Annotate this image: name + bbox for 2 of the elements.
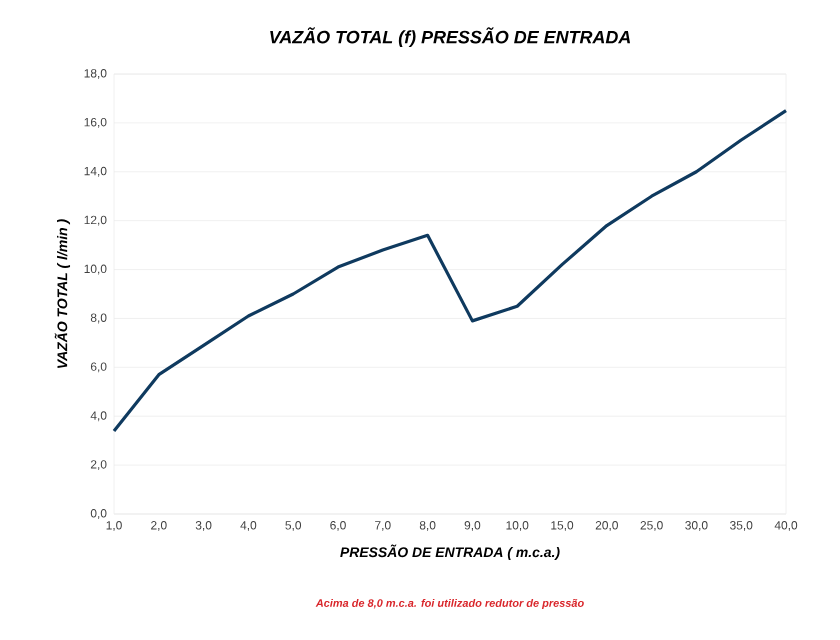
line-series	[112, 109, 788, 433]
chart-title: VAZÃO TOTAL (f) PRESSÃO DE ENTRADA	[270, 27, 631, 47]
